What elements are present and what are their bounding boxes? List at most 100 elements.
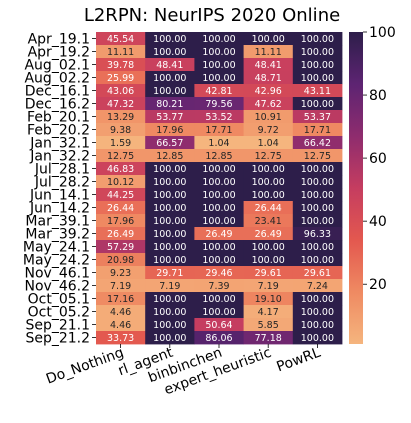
cell-value-label: 26.49 <box>255 229 282 240</box>
heatmap-cell <box>145 58 195 72</box>
cell-value-label: 45.54 <box>107 34 134 45</box>
heatmap-cell <box>194 175 244 189</box>
heatmap-cell <box>145 149 195 163</box>
cell-value-label: 100.00 <box>202 164 235 175</box>
heatmap-cell <box>292 292 343 306</box>
cell-value-label: 53.52 <box>205 112 232 123</box>
cell-value-label: 100.00 <box>252 190 285 201</box>
heatmap-cell <box>194 123 244 137</box>
cell-value-label: 26.49 <box>107 229 134 240</box>
row-label: May_24.1 <box>23 240 90 256</box>
colorbar-tick-label: 40 <box>369 214 387 230</box>
cell-value-label: 100.00 <box>153 190 186 201</box>
cell-value-label: 100.00 <box>153 73 186 84</box>
cell-value-label: 100.00 <box>301 73 334 84</box>
heatmap-cell <box>194 214 244 228</box>
heatmap-cell <box>243 175 294 189</box>
heatmap-cell <box>96 45 146 59</box>
heatmap-cell <box>145 201 195 215</box>
cell-value-label: 100.00 <box>301 34 334 45</box>
cell-value-label: 26.44 <box>255 203 282 214</box>
heatmap-cell <box>96 84 146 98</box>
heatmap-cell <box>292 188 343 202</box>
cell-value-label: 43.11 <box>304 86 331 97</box>
cell-value-label: 7.39 <box>208 281 229 292</box>
heatmap-cell <box>292 45 343 59</box>
row-label: Jun_14.2 <box>29 201 90 217</box>
row-label: Aug_02.2 <box>24 71 90 87</box>
cell-value-label: 100.00 <box>153 164 186 175</box>
row-label: Jan_32.2 <box>29 149 90 165</box>
colorbar: 20 40 60 80 100 <box>349 25 396 344</box>
cell-value-label: 100.00 <box>153 203 186 214</box>
cell-value-label: 23.41 <box>255 216 282 227</box>
cell-value-label: 100.00 <box>153 47 186 58</box>
row-label: Dec_16.1 <box>25 84 90 100</box>
cell-value-label: 4.17 <box>258 307 279 318</box>
heatmap-cell <box>243 84 294 98</box>
cell-value-label: 4.46 <box>110 320 131 331</box>
cell-value-label: 100.00 <box>301 294 334 305</box>
heatmap-cell <box>243 71 294 85</box>
cell-value-label: 9.38 <box>110 125 131 136</box>
cell-value-label: 17.71 <box>304 125 331 136</box>
heatmap-cell <box>292 318 343 332</box>
cell-value-label: 44.25 <box>107 190 134 201</box>
heatmap-cell <box>145 227 195 241</box>
cell-value-label: 80.21 <box>156 99 183 110</box>
heatmap-cell <box>194 240 244 254</box>
heatmap-cell <box>292 227 343 241</box>
heatmap-cell <box>145 253 195 267</box>
heatmap-cell <box>292 279 343 293</box>
heatmap-cell <box>194 32 244 46</box>
heatmap-cell <box>243 292 294 306</box>
cell-value-label: 100.00 <box>202 60 235 71</box>
heatmap-cell <box>243 97 294 111</box>
cell-value-label: 100.00 <box>153 242 186 253</box>
heatmap-cell <box>292 214 343 228</box>
heatmap-cell <box>145 123 195 137</box>
heatmap-cell <box>194 201 244 215</box>
heatmap-cell <box>292 84 343 98</box>
row-label: Feb_20.2 <box>27 123 90 139</box>
heatmap-cell <box>194 149 244 163</box>
cell-value-label: 100.00 <box>153 333 186 344</box>
column-labels: Do_Nothingrl_agentbinbinchenexpert_heuri… <box>44 344 323 398</box>
cell-value-label: 100.00 <box>301 216 334 227</box>
row-label: Sep_21.1 <box>25 318 90 334</box>
cell-value-label: 1.59 <box>110 138 131 149</box>
row-label: Nov_46.2 <box>25 279 91 295</box>
colorbar-tick-label: 60 <box>369 151 387 167</box>
cell-value-label: 100.00 <box>153 34 186 45</box>
cell-value-label: 33.73 <box>107 333 134 344</box>
cell-value-label: 12.75 <box>107 151 134 162</box>
cell-value-label: 100.00 <box>202 34 235 45</box>
cell-value-label: 48.71 <box>255 73 282 84</box>
cell-value-label: 50.64 <box>205 320 232 331</box>
cell-value-label: 100.00 <box>153 255 186 266</box>
cell-value-label: 47.62 <box>255 99 282 110</box>
heatmap-cell <box>145 214 195 228</box>
cell-value-label: 100.00 <box>153 307 186 318</box>
heatmap-cell <box>243 123 294 137</box>
heatmap-cell <box>243 136 294 150</box>
cell-value-label: 100.00 <box>301 164 334 175</box>
cell-value-label: 79.56 <box>205 99 232 110</box>
cell-value-label: 77.18 <box>255 333 282 344</box>
cell-value-label: 100.00 <box>153 86 186 97</box>
chart-title: L2RPN: NeurIPS 2020 Online <box>84 5 340 26</box>
heatmap-cell <box>145 136 195 150</box>
row-labels: Apr_19.1Apr_19.2Aug_02.1Aug_02.2Dec_16.1… <box>23 32 96 347</box>
heatmap-cell <box>194 136 244 150</box>
heatmap-cell <box>292 253 343 267</box>
heatmap-cell <box>292 175 343 189</box>
cell-value-label: 7.24 <box>307 281 328 292</box>
heatmap-cell <box>243 305 294 319</box>
heatmap-cell <box>145 331 195 345</box>
heatmap-cell <box>145 318 195 332</box>
cell-value-label: 100.00 <box>301 242 334 253</box>
heatmap-cell <box>96 97 146 111</box>
row-label: Sep_21.2 <box>25 331 90 347</box>
cell-value-label: 100.00 <box>301 47 334 58</box>
heatmap-cell <box>96 123 146 137</box>
